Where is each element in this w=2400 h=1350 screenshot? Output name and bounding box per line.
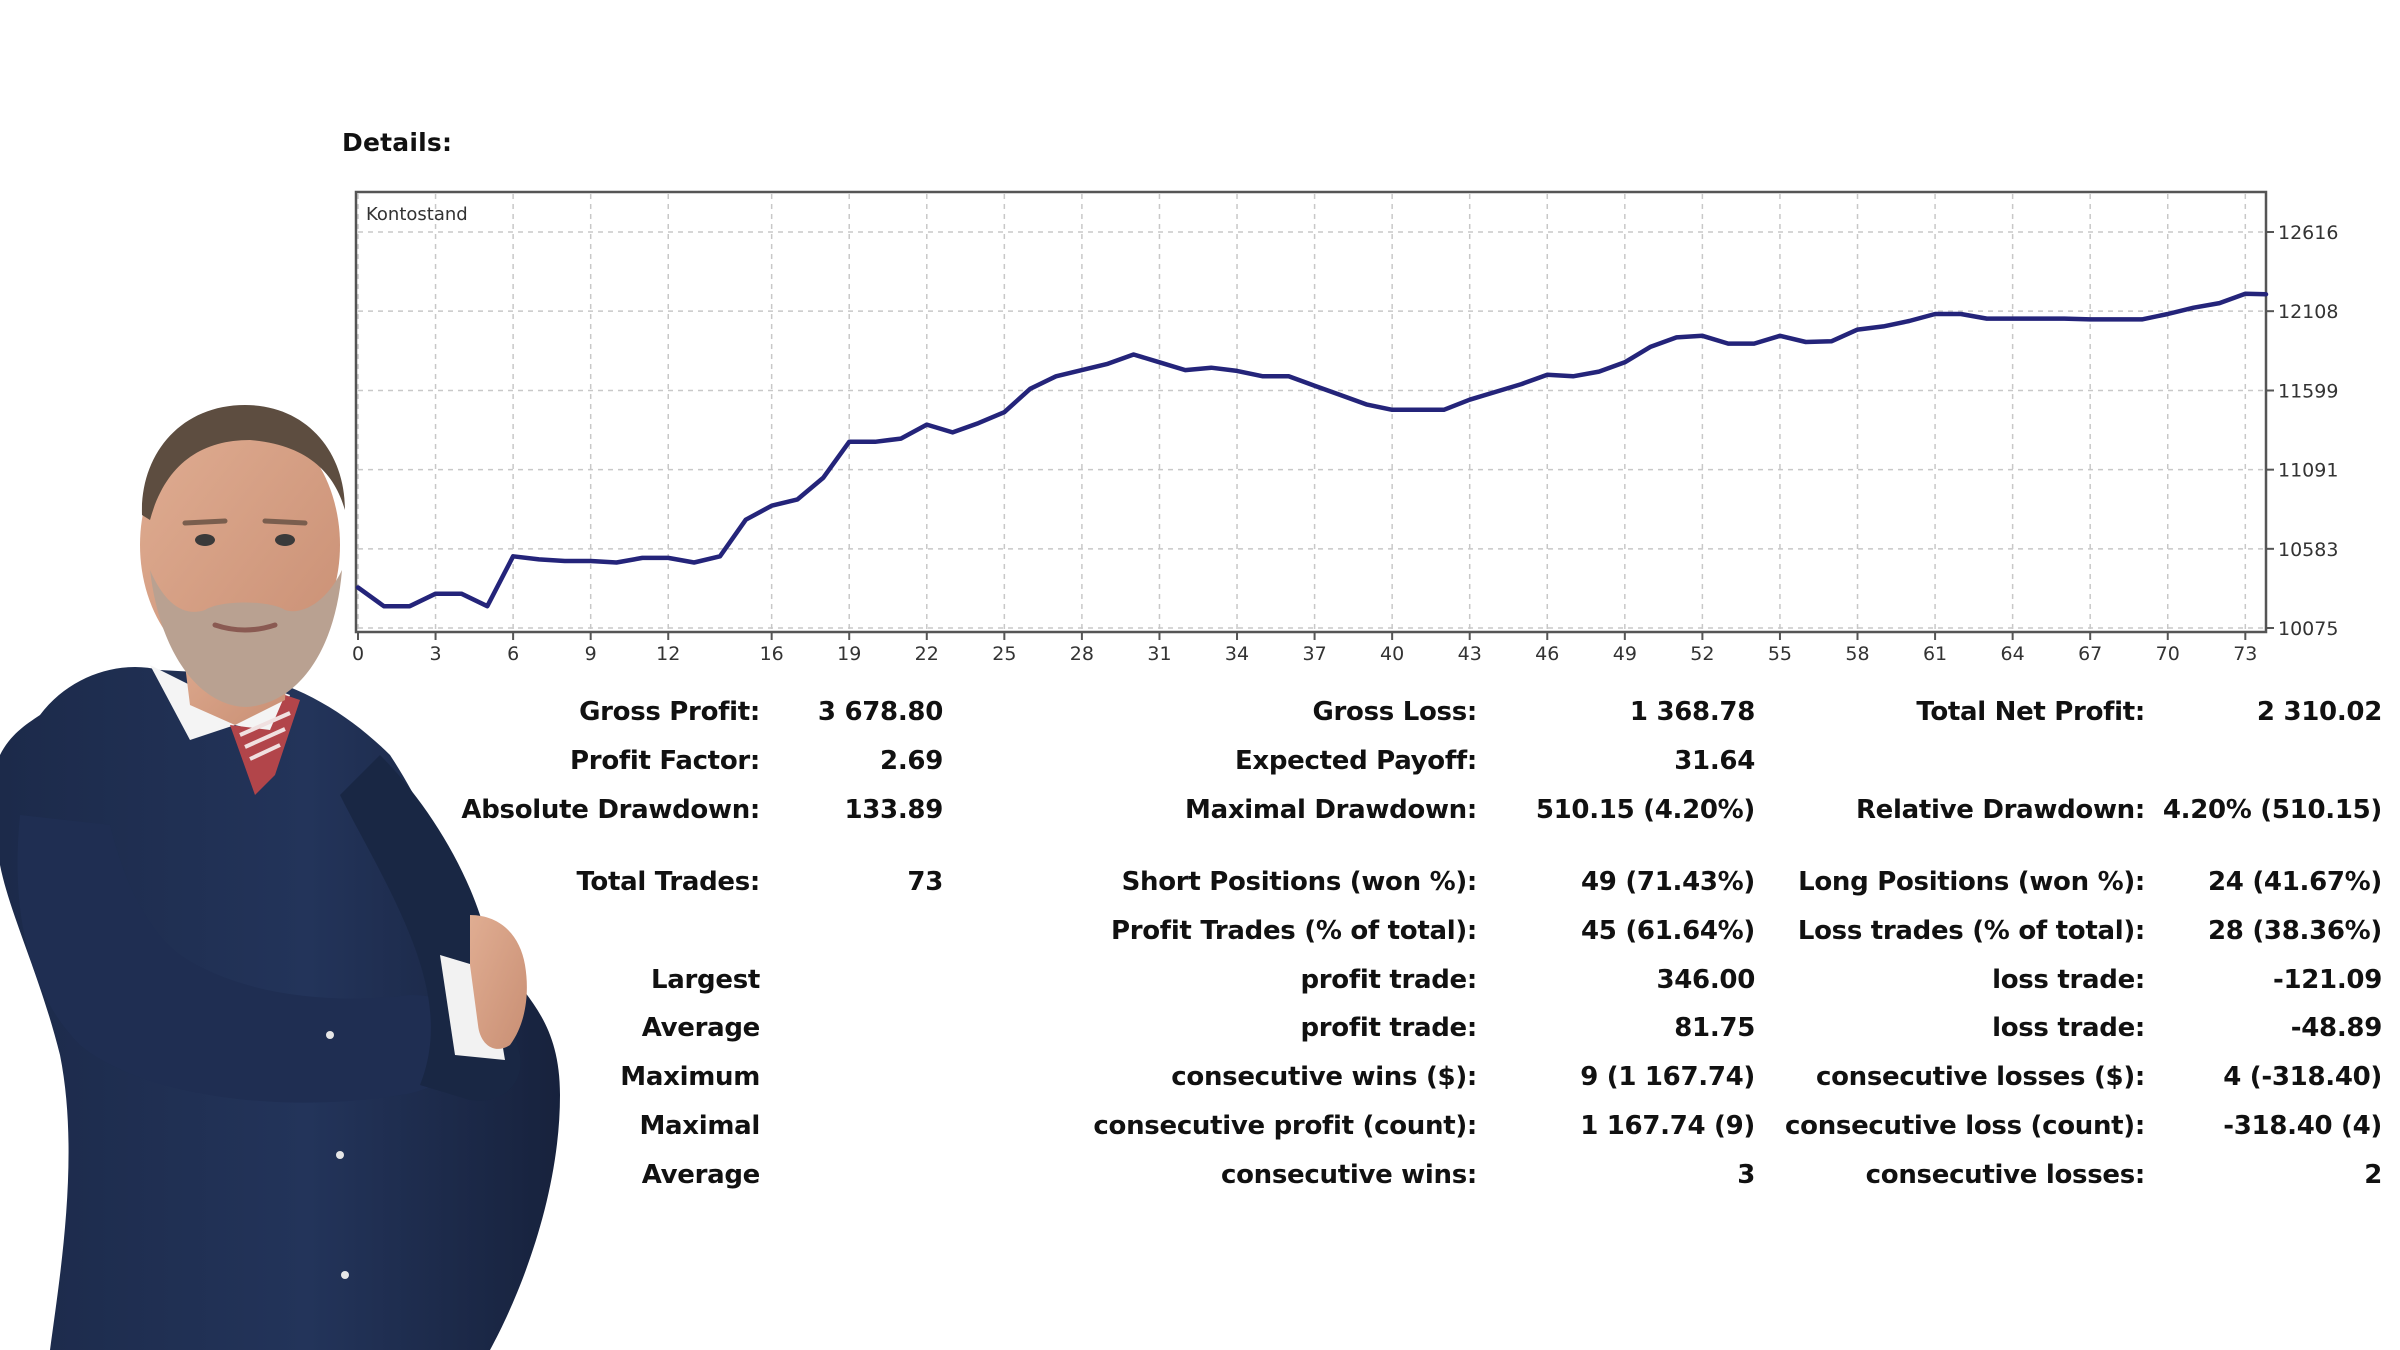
x-tick-label: 43 xyxy=(1458,643,1482,665)
x-tick-label: 49 xyxy=(1613,643,1637,665)
long-positions-label: Long Positions (won %): xyxy=(1798,867,2145,897)
x-tick-label: 25 xyxy=(992,643,1016,665)
max-consec-losses-label: consecutive losses ($): xyxy=(1815,1062,2145,1092)
profit-trades-value: 45 (61.64%) xyxy=(1581,916,1755,946)
largest-label: Largest xyxy=(651,965,760,995)
avg-consec-losses-label: consecutive losses: xyxy=(1865,1160,2146,1190)
inner-shirt xyxy=(230,695,300,795)
total-net-profit-value: 2 310.02 xyxy=(2256,697,2382,727)
total-trades-label: Total Trades: xyxy=(576,867,760,897)
maximal-consec-loss-value: -318.40 (4) xyxy=(2223,1111,2382,1141)
x-tick-label: 73 xyxy=(2233,643,2257,665)
hair xyxy=(141,405,345,520)
average-loss-value: -48.89 xyxy=(2290,1013,2383,1043)
max-consec-losses-value: 4 (-318.40) xyxy=(2223,1062,2382,1092)
average-loss-label: loss trade: xyxy=(1992,1013,2145,1043)
x-tick-label: 55 xyxy=(1768,643,1792,665)
y-tick-label: 10075 xyxy=(2278,618,2338,640)
y-tick-label: 11091 xyxy=(2278,460,2338,482)
maximal-drawdown-value: 510.15 (4.20%) xyxy=(1535,795,1755,825)
x-tick-label: 12 xyxy=(656,643,680,665)
average2-label: Average xyxy=(641,1160,761,1190)
x-tick-label: 70 xyxy=(2156,643,2180,665)
chart-grid xyxy=(357,194,2264,630)
x-tick-label: 6 xyxy=(507,643,519,665)
expected-payoff-label: Expected Payoff: xyxy=(1234,746,1477,776)
x-tick-label: 46 xyxy=(1535,643,1559,665)
total-trades-value: 73 xyxy=(907,867,943,897)
relative-drawdown-label: Relative Drawdown: xyxy=(1855,795,2145,825)
x-tick-label: 52 xyxy=(1690,643,1714,665)
absolute-drawdown-label: Absolute Drawdown: xyxy=(461,795,760,825)
gross-loss-value: 1 368.78 xyxy=(1629,697,1755,727)
y-tick-label: 12616 xyxy=(2278,222,2338,244)
profit-trades-label: Profit Trades (% of total): xyxy=(1110,916,1477,946)
x-tick-label: 0 xyxy=(352,643,364,665)
average-label: Average xyxy=(641,1013,761,1043)
plot-frame xyxy=(354,190,2268,634)
x-tick-label: 67 xyxy=(2078,643,2102,665)
y-tick-label: 12108 xyxy=(2278,301,2338,323)
x-tick-label: 9 xyxy=(585,643,597,665)
x-tick-label: 61 xyxy=(1923,643,1947,665)
beard xyxy=(150,570,342,707)
hand xyxy=(470,915,527,1049)
equity-line xyxy=(355,291,2269,609)
loss-trades-label: Loss trades (% of total): xyxy=(1797,916,2145,946)
x-tick-label: 64 xyxy=(2001,643,2025,665)
largest-loss-value: -121.09 xyxy=(2272,965,2382,995)
maximum-label: Maximum xyxy=(620,1062,760,1092)
avg-consec-wins-value: 3 xyxy=(1737,1160,1755,1190)
maximal-consec-profit-label: consecutive profit (count): xyxy=(1093,1111,1477,1141)
largest-profit-label: profit trade: xyxy=(1300,965,1477,995)
head xyxy=(140,415,340,675)
x-tick-label: 31 xyxy=(1147,643,1171,665)
largest-loss-label: loss trade: xyxy=(1992,965,2145,995)
chart-title: Kontostand xyxy=(366,204,468,225)
max-consec-wins-label: consecutive wins ($): xyxy=(1171,1062,1477,1092)
relative-drawdown-value: 4.20% (510.15) xyxy=(2162,795,2382,825)
avg-consec-losses-value: 2 xyxy=(2364,1160,2382,1190)
avg-consec-wins-label: consecutive wins: xyxy=(1220,1160,1477,1190)
x-tick-label: 19 xyxy=(837,643,861,665)
long-positions-value: 24 (41.67%) xyxy=(2208,867,2382,897)
expected-payoff-value: 31.64 xyxy=(1674,746,1755,776)
maximal-drawdown-label: Maximal Drawdown: xyxy=(1185,795,1477,825)
x-tick-label: 37 xyxy=(1302,643,1326,665)
short-positions-label: Short Positions (won %): xyxy=(1121,867,1478,897)
gross-loss-label: Gross Loss: xyxy=(1312,697,1477,727)
y-tick-label: 10583 xyxy=(2278,539,2338,561)
arm-left xyxy=(17,815,470,1103)
total-net-profit-label: Total Net Profit: xyxy=(1916,697,2145,727)
profit-factor-value: 2.69 xyxy=(880,746,943,776)
chart-ticks: 0 3 6 9 12 16 19 22 25 28 31 34 37 40 43 46 49 52 55 58 61 64… xyxy=(352,222,2339,665)
x-tick-label: 34 xyxy=(1225,643,1249,665)
x-tick-label: 58 xyxy=(1845,643,1869,665)
gross-profit-value: 3 678.80 xyxy=(817,697,943,727)
absolute-drawdown-value: 133.89 xyxy=(844,795,943,825)
x-tick-label: 16 xyxy=(760,643,784,665)
x-tick-label: 22 xyxy=(915,643,939,665)
loss-trades-value: 28 (38.36%) xyxy=(2208,916,2382,946)
profit-factor-label: Profit Factor: xyxy=(570,746,760,776)
x-tick-label: 40 xyxy=(1380,643,1404,665)
details-heading: Details: xyxy=(342,128,453,157)
x-tick-label: 3 xyxy=(430,643,442,665)
y-tick-label: 11599 xyxy=(2278,380,2338,402)
max-consec-wins-value: 9 (1 167.74) xyxy=(1580,1062,1755,1092)
x-tick-label: 28 xyxy=(1070,643,1094,665)
maximal-label: Maximal xyxy=(639,1111,760,1141)
average-profit-label: profit trade: xyxy=(1300,1013,1477,1043)
maximal-consec-profit-value: 1 167.74 (9) xyxy=(1580,1111,1755,1141)
equity-chart: Kontostand 0 3 6 9 12 16 19 22 25 28 31 34 37 40 43 46 4… xyxy=(352,190,2339,665)
short-positions-value: 49 (71.43%) xyxy=(1581,867,1755,897)
largest-profit-value: 346.00 xyxy=(1656,965,1755,995)
average-profit-value: 81.75 xyxy=(1674,1013,1755,1043)
gross-profit-label: Gross Profit: xyxy=(579,697,760,727)
person-photo xyxy=(0,405,560,1350)
maximal-consec-loss-label: consecutive loss (count): xyxy=(1785,1111,2145,1141)
